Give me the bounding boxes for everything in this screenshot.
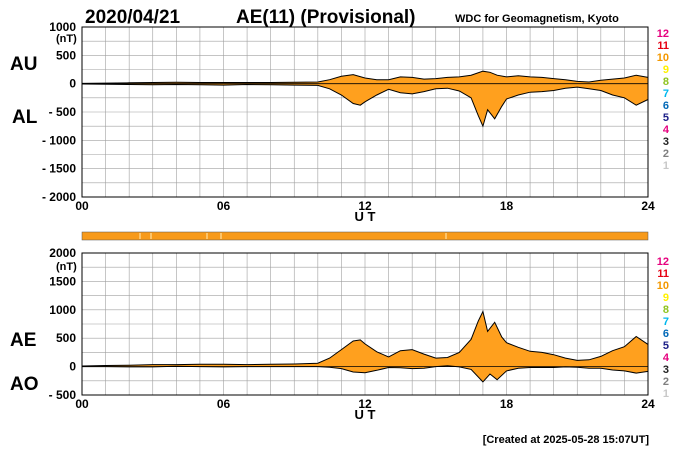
au-al-x-axis-label: U T [355,209,376,224]
ae-ao-grid [82,253,648,395]
ae-ao-station-count-12: 12 [657,256,669,268]
au-al-x-tick-label: 24 [641,199,655,213]
station-indicator-bar [81,231,649,241]
ae-ao-y-tick-label: 500 [56,331,76,345]
ae-ao-series-ae [81,310,649,367]
au-al-series-au [81,70,649,84]
ae-ao-x-ticks: 00 06 12 18 24 [75,397,655,411]
au-al-station-count-4: 4 [663,124,670,136]
au-al-y-tick-label: 500 [56,48,76,62]
au-al-station-count-9: 9 [663,64,669,76]
ae-ao-station-count-1: 1 [663,388,669,400]
ae-ao-x-tick-label: 06 [217,397,231,411]
ae-ao-y-tick-label: - 500 [49,388,77,402]
al-label: AL [12,107,38,128]
au-al-station-count-5: 5 [663,112,669,124]
ae-ao-unit-label: (nT) [56,261,77,273]
ae-ao-station-count-4: 4 [663,352,670,364]
au-al-grid [82,27,648,197]
ae-ao-station-count-7: 7 [663,316,669,328]
au-al-y-tick-label: - 2000 [42,190,76,204]
au-al-y-tick-label: - 1000 [42,133,76,147]
ae-ao-station-count-11: 11 [657,268,669,280]
date-title: 2020/04/21 [85,7,181,28]
au-al-station-count-12: 12 [657,28,669,40]
au-al-station-count-11: 11 [657,40,669,52]
ae-ao-y-tick-label: 1000 [49,303,76,317]
au-al-station-count-2: 2 [663,148,669,160]
au-al-series [81,70,649,128]
ae-ao-y-tick-label: 2000 [49,246,76,260]
au-al-y-tick-label: - 500 [49,105,77,119]
ae-label: AE [10,330,36,351]
au-al-station-count-3: 3 [663,136,669,148]
ae-ao-x-axis-label: U T [355,407,376,422]
au-label: AU [10,54,37,75]
ae-ao-frame [81,252,649,396]
au-al-y-tick-label: - 1500 [42,162,76,176]
source-label: WDC for Geomagnetism, Kyoto [455,13,619,25]
au-al-y-tick-label: 1000 [49,20,76,34]
au-al-station-count-8: 8 [663,76,669,88]
au-al-station-count-10: 10 [657,52,669,64]
au-al-frame [81,26,649,198]
station-bar [81,231,649,241]
ae-ao-series [81,310,649,383]
ae-ao-station-count-6: 6 [663,328,669,340]
ae-ao-station-count-10: 10 [657,280,669,292]
ae-ao-x-tick-label: 12 [358,397,372,411]
ae-ao-x-tick-label: 00 [75,397,89,411]
ae-ao-station-count-2: 2 [663,376,669,388]
au-al-y-tick-label: 0 [69,77,76,91]
au-al-x-ticks: 00 06 12 18 24 [75,199,655,213]
ae-ao-station-count-9: 9 [663,292,669,304]
created-timestamp: [Created at 2025-05-28 15:07UT] [483,434,650,446]
au-al-x-tick-label: 12 [358,199,372,213]
ao-label: AO [10,374,39,395]
ae-ao-station-count-5: 5 [663,340,669,352]
au-al-x-tick-label: 00 [75,199,89,213]
ae-ao-x-tick-label: 18 [500,397,514,411]
ae-ao-y-tick-label: 0 [69,360,76,374]
au-al-series-al [81,83,649,128]
ae-ao-station-count-8: 8 [663,304,669,316]
ae-ao-y-tick-label: 1500 [49,274,76,288]
ae-ao-station-count-3: 3 [663,364,669,376]
au-al-station-count-7: 7 [663,88,669,100]
au-al-unit-label: (nT) [56,33,77,45]
au-al-x-tick-label: 18 [500,199,514,213]
au-al-station-count-6: 6 [663,100,669,112]
au-al-y-ticks: 1000 500 0 - 500 - 1000 - 1500 - 2000 [42,20,76,204]
chart-title: AE(11) (Provisional) [236,7,416,28]
ae-ao-x-tick-label: 24 [641,397,655,411]
au-al-station-count-1: 1 [663,160,669,172]
au-al-x-tick-label: 06 [217,199,231,213]
ae-ao-y-ticks: 2000 1500 1000 500 0 - 500 [49,246,77,402]
